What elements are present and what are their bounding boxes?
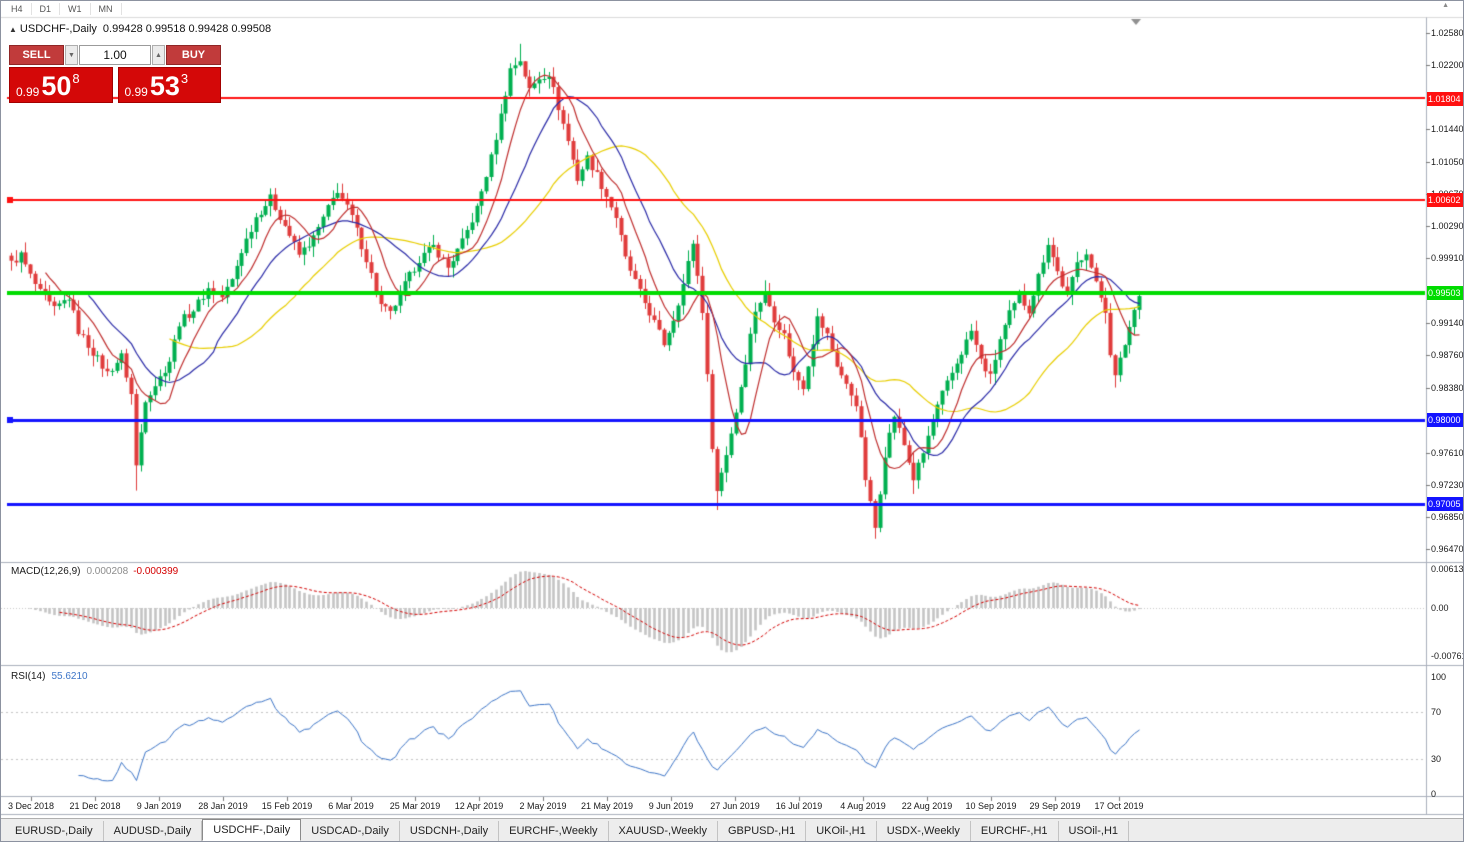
ask-price-big-digits: 53 [149, 71, 180, 101]
ask-price-box[interactable]: 0.99 53 3 [117, 67, 221, 103]
timeframe-button-w1[interactable]: W1 [60, 2, 91, 15]
one-click-trading-panel: SELL ▼ 1.00 ▲ BUY 0.99 50 8 0.99 53 3 [9, 45, 221, 103]
trade-price-row: 0.99 50 8 0.99 53 3 [9, 67, 221, 103]
rsi-axis-label: 0 [1431, 788, 1437, 799]
chart-tabs-bar: EURUSD-,Daily AUDUSD-,Daily USDCHF-,Daily U… [1, 818, 1463, 841]
time-axis-label: 2 May 2019 [519, 801, 567, 811]
time-axis-label: 6 Mar 2019 [328, 801, 374, 811]
price-tick-label: 1.02580 [1431, 27, 1464, 38]
price-tick-label: 0.97610 [1431, 447, 1464, 458]
bid-price-box[interactable]: 0.99 50 8 [9, 67, 113, 103]
price-tick-label: 0.99910 [1431, 253, 1464, 264]
macd-label: MACD(12,26,9) 0.000208 -0.000399 [11, 566, 178, 577]
price-tick-label: 0.98760 [1431, 350, 1464, 361]
buy-button[interactable]: BUY [166, 45, 221, 65]
ask-price-prefix: 0.99 [124, 85, 148, 99]
bid-price-pip-digit: 8 [72, 71, 80, 86]
hline-price-label: 1.00602 [1427, 193, 1463, 208]
macd-name: MACD(12,26,9) [11, 566, 81, 577]
tab-usdcnh-daily[interactable]: USDCNH-,Daily [400, 821, 500, 841]
macd-signal-value: -0.000399 [133, 566, 179, 577]
collapse-toolbar-icon[interactable]: ▲ [1442, 2, 1449, 9]
time-axis-label: 9 Jan 2019 [136, 801, 182, 811]
time-axis-label: 12 Apr 2019 [454, 801, 504, 811]
chart-marker-icon: ▲ [9, 25, 17, 34]
bid-price-prefix: 0.99 [16, 85, 40, 99]
macd-axis-label: 0.00613 [1431, 564, 1464, 575]
chart-title: ▲ USDCHF-,Daily 0.99428 0.99518 0.99428 0.… [9, 23, 271, 35]
tab-usdchf-daily[interactable]: USDCHF-,Daily [202, 819, 302, 841]
time-axis-label: 25 Mar 2019 [389, 801, 441, 811]
time-axis-label: 22 Aug 2019 [901, 801, 953, 811]
time-axis-label: 4 Aug 2019 [840, 801, 886, 811]
timeframe-button-h4[interactable]: H4 [3, 2, 32, 15]
rsi-name: RSI(14) [11, 671, 46, 682]
chart-ohlc-values: 0.99428 0.99518 0.99428 0.99508 [102, 23, 272, 35]
price-tick-label: 1.01050 [1431, 157, 1464, 168]
tab-usoil-h1[interactable]: USOil-,H1 [1059, 821, 1130, 841]
rsi-axis-label: 100 [1431, 672, 1447, 682]
macd-axis-label: -0.00761 [1431, 650, 1464, 661]
tab-eurchf-weekly[interactable]: EURCHF-,Weekly [499, 821, 609, 841]
time-axis-label: 9 Jun 2019 [648, 801, 694, 811]
price-tick-label: 1.01440 [1431, 124, 1464, 135]
price-tick-label: 0.96470 [1431, 543, 1464, 554]
time-axis-label: 15 Feb 2019 [261, 801, 313, 811]
time-axis-label: 21 May 2019 [580, 801, 634, 811]
price-tick-label: 0.96850 [1431, 511, 1464, 522]
tab-usdcad-daily[interactable]: USDCAD-,Daily [301, 821, 400, 841]
volume-dropdown-icon[interactable]: ▼ [65, 45, 78, 65]
rsi-axis-label: 30 [1431, 753, 1442, 764]
price-tick-label: 0.97230 [1431, 479, 1464, 490]
price-tick-label: 1.00290 [1431, 221, 1464, 232]
tab-xauusd-weekly[interactable]: XAUUSD-,Weekly [609, 821, 718, 841]
tab-eurchf-h1[interactable]: EURCHF-,H1 [971, 821, 1059, 841]
price-tick-label: 0.99140 [1431, 318, 1464, 329]
ask-price-pip-digit: 3 [180, 71, 189, 86]
time-axis-label: 27 Jun 2019 [710, 801, 760, 811]
tab-usdx-weekly[interactable]: USDX-,Weekly [877, 821, 971, 841]
time-axis-label: 29 Sep 2019 [1029, 801, 1081, 811]
rsi-value: 55.6210 [51, 671, 88, 682]
timeframe-button-d1[interactable]: D1 [32, 2, 61, 15]
volume-input[interactable]: 1.00 [79, 45, 151, 65]
tab-eurusd-daily[interactable]: EURUSD-,Daily [5, 821, 104, 841]
price-tick-label: 1.02200 [1431, 59, 1464, 70]
chart-symbol-label: USDCHF-,Daily [19, 23, 97, 35]
macd-main-value: 0.000208 [86, 566, 129, 577]
tab-ukoil-h1[interactable]: UKOil-,H1 [806, 821, 877, 841]
macd-axis-label: 0.00 [1431, 603, 1449, 613]
time-axis-label: 17 Oct 2019 [1094, 801, 1144, 811]
tab-audusd-daily[interactable]: AUDUSD-,Daily [104, 821, 203, 841]
time-axis-label: 3 Dec 2018 [7, 801, 55, 811]
rsi-label: RSI(14) 55.6210 [11, 671, 88, 682]
timeframe-toolbar: H4 D1 W1 MN [3, 1, 122, 16]
price-tick-label: 0.98380 [1431, 382, 1464, 393]
volume-spinner-icon[interactable]: ▲ [152, 45, 165, 65]
tab-gbpusd-h1[interactable]: GBPUSD-,H1 [718, 821, 807, 841]
bid-price-big-digits: 50 [41, 71, 72, 101]
hline-price-label: 1.01804 [1427, 91, 1463, 106]
time-axis-label: 21 Dec 2018 [69, 801, 121, 811]
hline-price-label: 0.98000 [1427, 413, 1463, 428]
time-axis-label: 10 Sep 2019 [965, 801, 1017, 811]
trade-controls-row: SELL ▼ 1.00 ▲ BUY [9, 45, 221, 65]
hline-price-label: 0.97005 [1427, 497, 1463, 512]
time-axis-label: 28 Jan 2019 [198, 801, 248, 811]
rsi-axis-label: 70 [1431, 706, 1442, 717]
timeframe-button-mn[interactable]: MN [91, 2, 122, 15]
time-axis-label: 16 Jul 2019 [775, 801, 823, 811]
hline-price-label: 0.99503 [1427, 286, 1463, 301]
sell-button[interactable]: SELL [9, 45, 64, 65]
